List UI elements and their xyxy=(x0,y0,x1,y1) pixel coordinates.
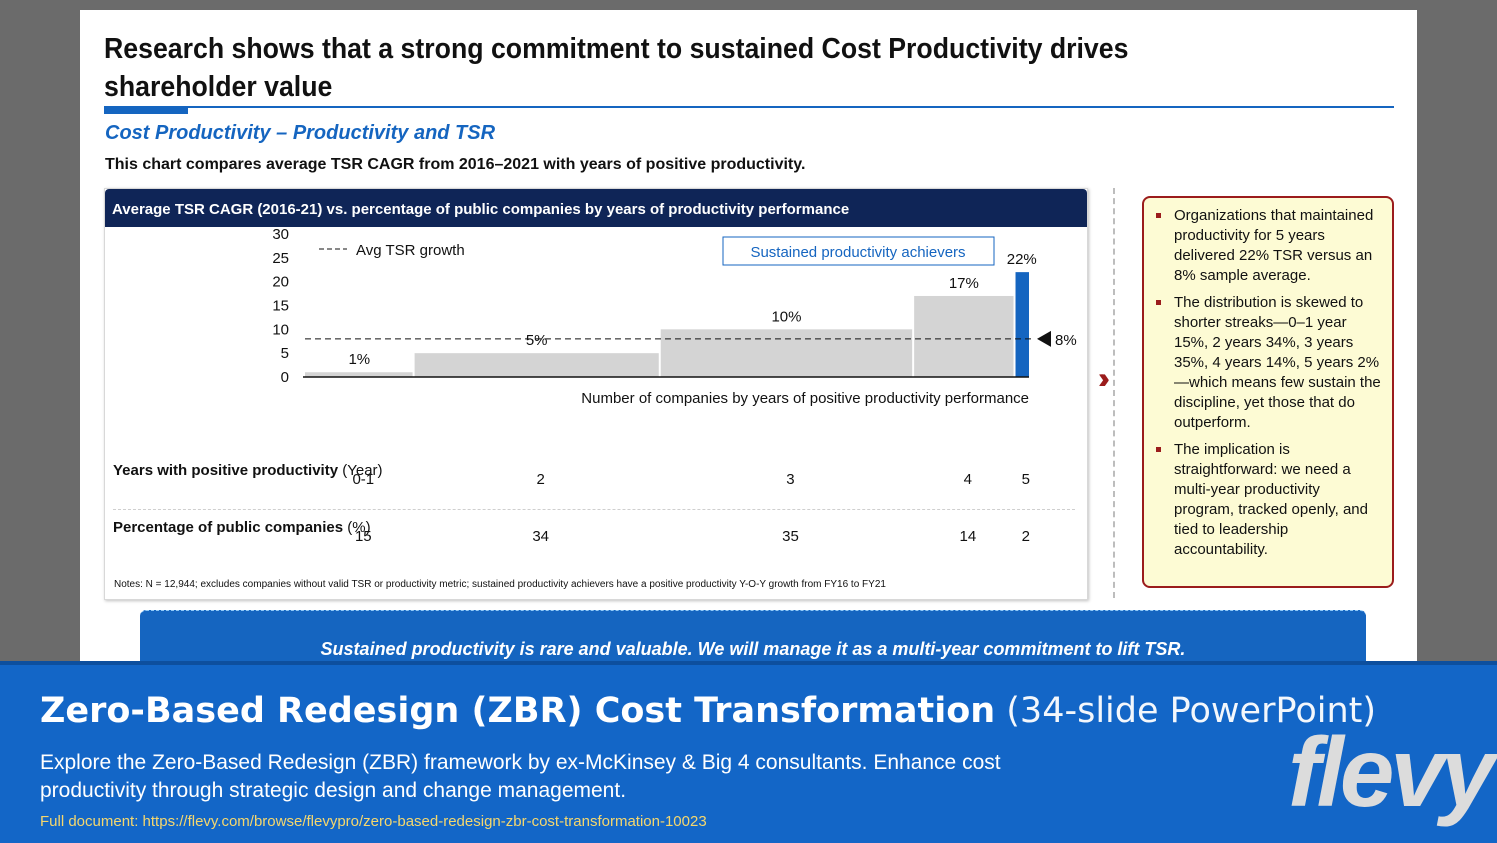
slide-title: Research shows that a strong commitment … xyxy=(104,33,1129,103)
bar-0-1 xyxy=(305,372,413,377)
pct-cell: 14 xyxy=(959,528,977,545)
y-tick-label: 10 xyxy=(272,321,289,338)
bar-4 xyxy=(914,295,1014,377)
row-separator xyxy=(113,509,1075,510)
divider xyxy=(1113,188,1115,598)
conclusion-bar: Sustained productivity is rare and valua… xyxy=(140,610,1366,671)
bar-5 xyxy=(1015,272,1029,377)
bar-value-label: 5% xyxy=(526,332,548,349)
chart-header: Average TSR CAGR (2016-21) vs. percentag… xyxy=(105,189,1087,227)
bar-3 xyxy=(660,329,913,377)
y-tick-label: 30 xyxy=(272,227,289,243)
year-cell: 2 xyxy=(536,471,545,488)
banner-link[interactable]: Full document: https://flevy.com/browse/… xyxy=(40,813,707,830)
annotation-box xyxy=(722,236,995,266)
pct-cell: 35 xyxy=(782,528,799,545)
avg-tsr-marker xyxy=(1037,330,1051,347)
x-axis-label: Number of companies by years of positive… xyxy=(581,390,1029,407)
callout-item: Organizations that maintained productivi… xyxy=(1152,206,1382,286)
chart-notes: Notes: N = 12,944; excludes companies wi… xyxy=(114,579,886,590)
bar-value-label: 1% xyxy=(348,351,370,368)
year-cell: 3 xyxy=(786,471,795,488)
bar-value-label: 10% xyxy=(771,308,801,325)
slide: Research shows that a strong commitment … xyxy=(80,10,1417,671)
callout-item: The implication is straightforward: we n… xyxy=(1152,440,1382,560)
year-cell: 4 xyxy=(963,471,972,488)
pct-cell: 2 xyxy=(1021,528,1030,545)
y-tick-label: 20 xyxy=(272,274,289,291)
bar-value-label: 17% xyxy=(949,275,979,292)
flevy-logo: flevy xyxy=(1288,717,1495,827)
callout-item: The distribution is skewed to shorter st… xyxy=(1152,293,1382,433)
y-tick-label: 25 xyxy=(272,250,289,267)
y-tick-label: 5 xyxy=(281,345,289,362)
slide-subtitle: Cost Productivity – Productivity and TSR xyxy=(105,122,496,144)
conclusion-text: Sustained productivity is rare and valua… xyxy=(320,639,1186,659)
banner-description: Explore the Zero-Based Redesign (ZBR) fr… xyxy=(40,751,1001,802)
y-tick-label: 15 xyxy=(272,298,289,315)
title-rule xyxy=(104,106,1394,108)
row-label-years: Years with positive productivity (Year) xyxy=(113,462,383,479)
row-label-percentage: Percentage of public companies (%) xyxy=(113,519,371,536)
year-cell: 0-1 xyxy=(352,471,375,488)
pct-cell: 34 xyxy=(532,528,550,545)
annotation-label: Sustained productivity achievers xyxy=(750,244,965,261)
promo-banner: Zero-Based Redesign (ZBR) Cost Transform… xyxy=(0,661,1497,843)
chart-panel: Average TSR CAGR (2016-21) vs. percentag… xyxy=(104,188,1088,600)
slide-description: This chart compares average TSR CAGR fro… xyxy=(105,156,806,173)
callout-box: Organizations that maintained productivi… xyxy=(1142,196,1394,588)
year-cell: 5 xyxy=(1021,471,1030,488)
tsr-chart: 0 5 10 15 20 25 30 1% 5% 10% 17% 22% 8% Avg TSR growt… xyxy=(272,227,1077,407)
title-rule-accent xyxy=(104,108,188,114)
banner-title: Zero-Based Redesign (ZBR) Cost Transform… xyxy=(40,691,1377,731)
y-tick-label: 0 xyxy=(281,369,289,386)
avg-tsr-label: 8% xyxy=(1055,332,1077,349)
callout-list: Organizations that maintained productivi… xyxy=(1152,206,1382,560)
bar-value-label: 22% xyxy=(1007,251,1037,268)
legend-label: Avg TSR growth xyxy=(356,242,465,259)
bar-2 xyxy=(414,353,659,377)
pct-cell: 15 xyxy=(354,528,372,545)
